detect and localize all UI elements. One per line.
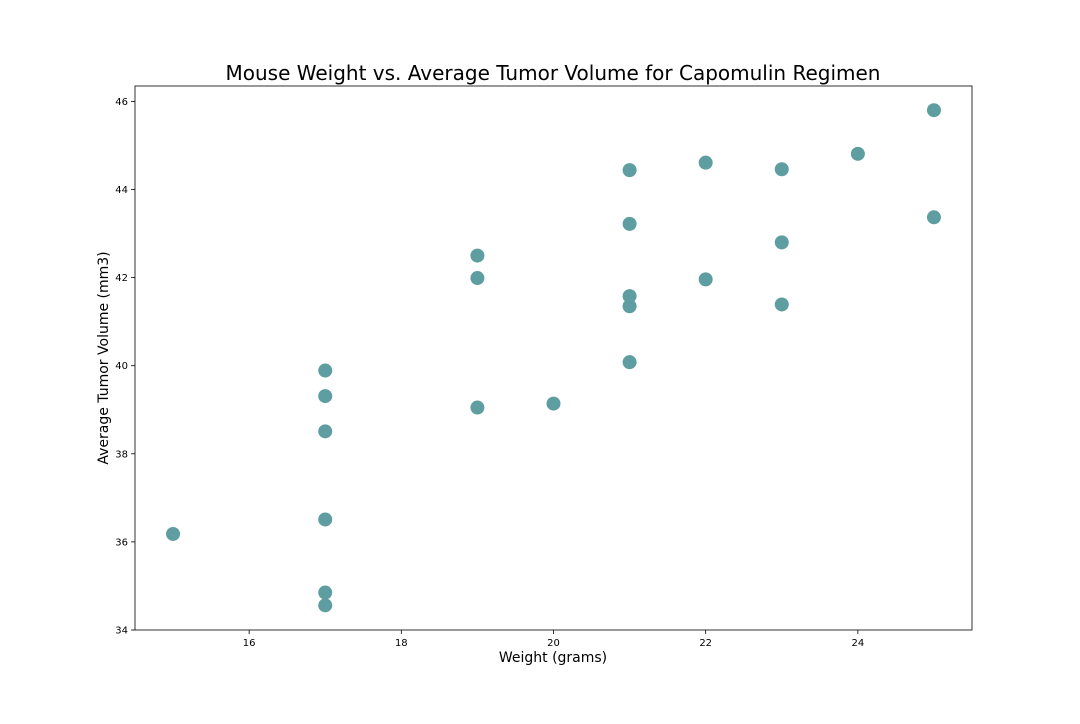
data-point	[318, 424, 333, 439]
data-point	[698, 272, 713, 287]
y-tick-label: 38	[115, 449, 128, 460]
data-point	[318, 389, 333, 404]
data-point	[166, 526, 181, 541]
data-point	[698, 155, 713, 170]
data-point	[470, 271, 485, 286]
data-point	[546, 396, 561, 411]
y-tick-label: 40	[115, 361, 128, 372]
data-point	[926, 210, 941, 225]
data-point	[774, 162, 789, 177]
data-point	[850, 146, 865, 161]
chart-title: Mouse Weight vs. Average Tumor Volume fo…	[226, 61, 881, 85]
data-point	[622, 299, 637, 314]
tick-layer: 16 18 20 22 24 34 36 38 40 42 44 46	[115, 97, 864, 649]
y-tick-label: 46	[115, 97, 128, 108]
x-tick-label: 18	[395, 638, 408, 649]
data-point	[318, 598, 333, 613]
data-point	[318, 512, 333, 527]
x-tick-label: 20	[547, 638, 560, 649]
data-point	[622, 355, 637, 370]
plot-area-frame	[134, 85, 973, 631]
x-axis-label: Weight (grams)	[499, 650, 607, 666]
data-point	[318, 363, 333, 378]
data-point	[774, 297, 789, 312]
data-point	[926, 103, 941, 118]
points-layer	[166, 103, 941, 613]
x-tick-label: 16	[243, 638, 256, 649]
data-point	[622, 216, 637, 231]
data-point	[318, 585, 333, 600]
data-point	[622, 163, 637, 178]
data-point	[774, 235, 789, 250]
data-point	[470, 248, 485, 263]
data-point	[622, 289, 637, 304]
y-tick-label: 42	[115, 273, 128, 284]
y-tick-label: 34	[115, 626, 128, 637]
data-point	[470, 400, 485, 415]
x-tick-label: 22	[699, 638, 712, 649]
y-tick-label: 44	[115, 185, 128, 196]
y-tick-label: 36	[115, 537, 128, 548]
x-tick-label: 24	[851, 638, 864, 649]
y-axis-label: Average Tumor Volume (mm3)	[96, 251, 112, 464]
